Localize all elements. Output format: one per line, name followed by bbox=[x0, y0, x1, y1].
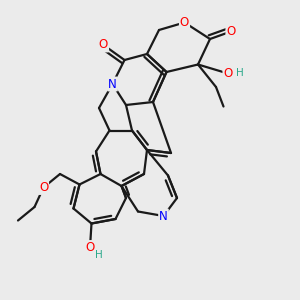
Text: O: O bbox=[99, 38, 108, 52]
Text: N: N bbox=[159, 209, 168, 223]
Text: O: O bbox=[39, 181, 48, 194]
Text: O: O bbox=[180, 16, 189, 29]
Text: O: O bbox=[224, 67, 232, 80]
Text: O: O bbox=[226, 25, 236, 38]
Text: O: O bbox=[85, 241, 94, 254]
Text: H: H bbox=[236, 68, 243, 79]
Text: N: N bbox=[108, 77, 117, 91]
Text: H: H bbox=[95, 250, 103, 260]
